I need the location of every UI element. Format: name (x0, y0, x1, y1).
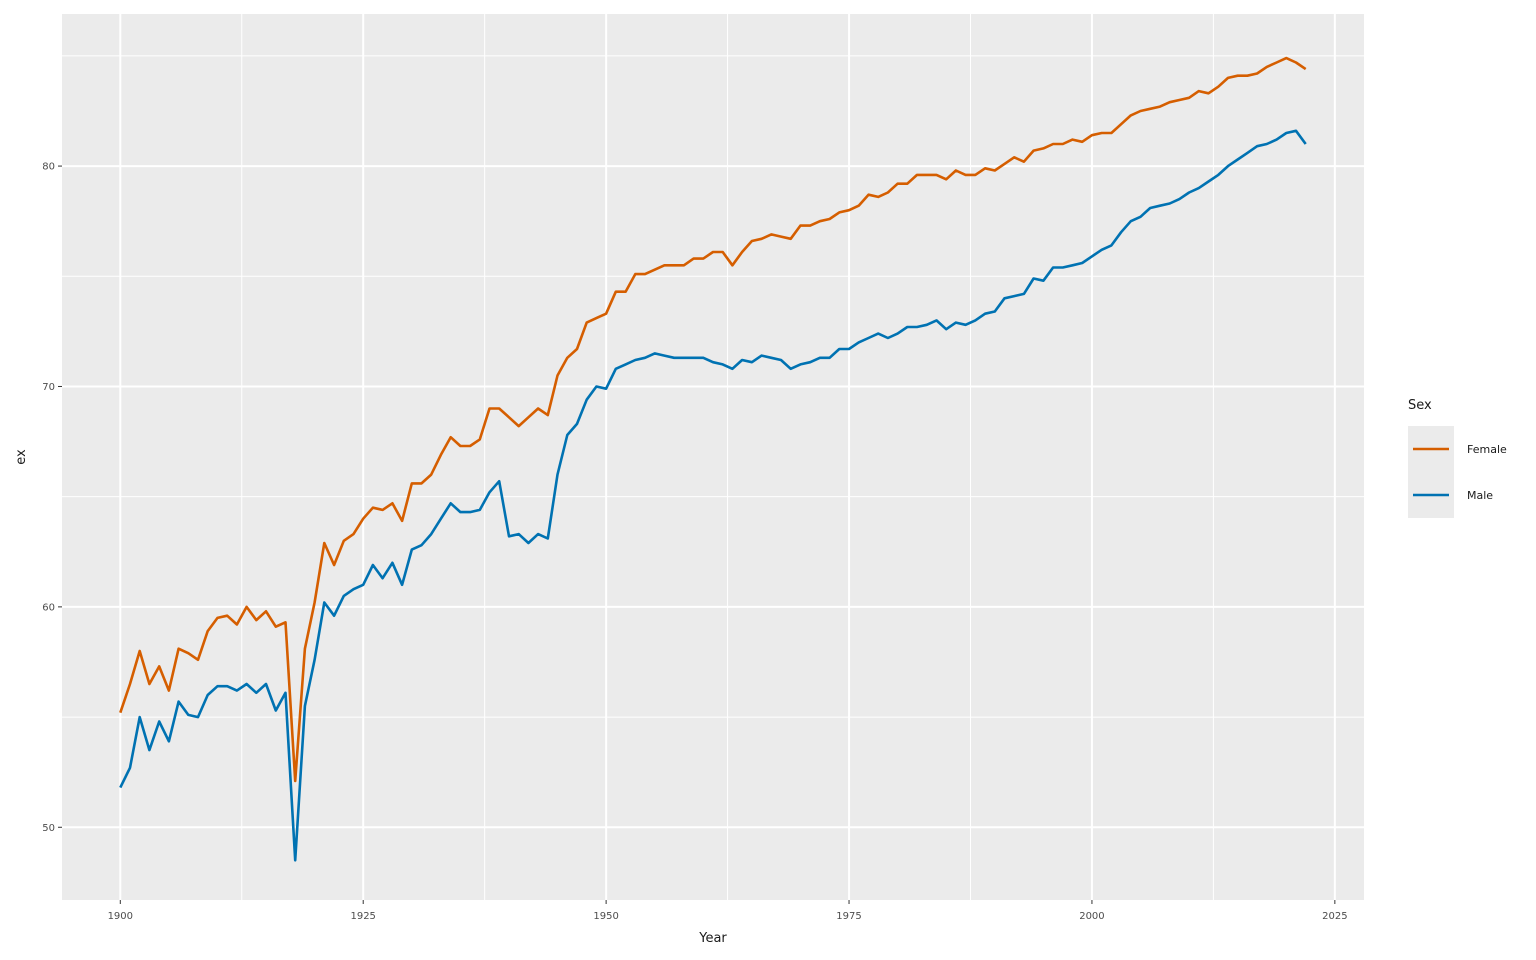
legend-label-female: Female (1467, 443, 1507, 456)
y-tick-label: 80 (42, 162, 55, 173)
legend: Sex Female Male (1408, 398, 1507, 518)
series-lines (119, 56, 1307, 862)
x-tick-label: 1925 (350, 911, 375, 922)
major-gridlines (62, 14, 1364, 900)
x-tick-label: 2025 (1322, 911, 1347, 922)
x-axis-title: Year (698, 931, 727, 946)
x-tick-label: 1900 (108, 911, 133, 922)
series-line-female (119, 56, 1307, 783)
plot-panel (62, 14, 1364, 900)
legend-title: Sex (1408, 398, 1432, 413)
y-tick-label: 60 (42, 602, 55, 613)
legend-key-background (1408, 426, 1454, 518)
minor-gridlines (62, 14, 1364, 900)
series-line-male (119, 129, 1307, 862)
y-axis: 50 60 70 80 (42, 162, 62, 834)
x-tick-label: 2000 (1079, 911, 1104, 922)
x-axis: 1900 1925 1950 1975 2000 2025 (108, 900, 1348, 922)
y-axis-title: ex (14, 449, 29, 465)
x-tick-label: 1975 (836, 911, 861, 922)
legend-label-male: Male (1467, 489, 1493, 502)
x-tick-label: 1950 (593, 911, 618, 922)
y-tick-label: 50 (42, 823, 55, 834)
y-tick-label: 70 (42, 382, 55, 393)
